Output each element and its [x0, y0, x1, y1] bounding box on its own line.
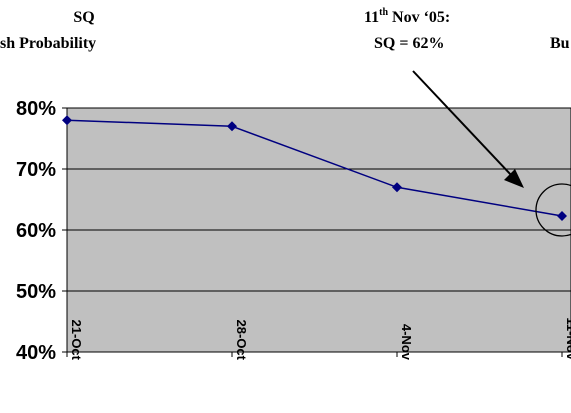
data-point-marker	[227, 121, 237, 132]
x-tick-label: 21-Oct	[69, 320, 84, 361]
x-tick-label: 11-Nov	[564, 317, 571, 360]
annotation-date-sup: th	[379, 7, 388, 18]
data-point-marker	[62, 115, 72, 126]
data-point-marker	[392, 182, 402, 193]
y-axis-ticks: 80% 70% 60% 50% 40%	[16, 98, 67, 364]
x-tick-label: 4-Nov	[399, 324, 414, 361]
data-point-marker	[557, 210, 567, 221]
left-heading-line1: SQ	[73, 9, 94, 26]
data-series	[62, 115, 567, 221]
left-heading-line2: sh Probability	[0, 35, 96, 52]
gridlines	[67, 168, 571, 292]
x-axis-ticks: 21-Oct 28-Oct 4-Nov 11-Nov	[66, 317, 571, 361]
series-line-segment	[231, 125, 398, 189]
annotation-date: 11th Nov ‘05:	[364, 7, 450, 26]
annotation-date-main: 11	[364, 9, 379, 26]
y-tick-label: 50%	[16, 281, 56, 303]
annotation-value: SQ = 62%	[374, 35, 444, 52]
y-tick-label: 60%	[16, 220, 56, 242]
series-line-segment	[66, 119, 233, 128]
series-line-segment	[396, 186, 563, 217]
y-tick-label: 70%	[16, 159, 56, 181]
annotation-date-rest: Nov ‘05:	[388, 9, 450, 26]
right-heading-fragment: Bu	[550, 35, 570, 52]
y-tick-label: 40%	[16, 342, 56, 364]
annotation-arrow	[412, 70, 524, 188]
y-tick-label: 80%	[16, 98, 56, 120]
x-tick-label: 28-Oct	[234, 320, 249, 361]
highlight-circle	[535, 183, 571, 237]
